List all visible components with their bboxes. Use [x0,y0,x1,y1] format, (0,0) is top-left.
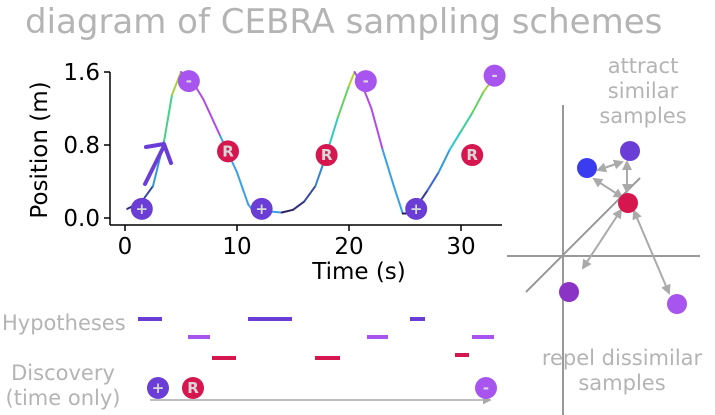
attract-label: attract similar samples [588,54,698,129]
positive-marker-circle [250,197,273,220]
y-axis-label: Position (m) [27,81,53,218]
repel-label: repel dissimilar samples [532,346,712,396]
trace-segment [303,185,317,203]
reference-marker-circle [217,140,240,163]
x-axis-label: Time (s) [311,259,406,285]
reference-marker-label: R [466,146,478,164]
trace-segment [292,200,306,211]
reference-sample-marker: R [315,144,338,167]
discovery-label-line-1: Discovery [11,361,115,385]
trace-segment [202,98,222,137]
embedding-point-reference [618,193,638,213]
reference-marker-label: R [187,379,199,397]
embedding-arrows [581,159,671,295]
negative-marker-label: - [363,72,369,90]
trace-segment [448,130,462,151]
positive-marker-circle [130,197,153,220]
y-tick-label: 0.0 [63,206,100,232]
trace-segment [460,112,474,133]
discovery-label-line-2: (time only) [5,386,121,410]
reference-marker-circle [182,377,204,399]
positive-sample-marker: + [130,197,153,220]
positive-sample-marker: + [405,197,428,220]
discovery-markers: + R - [147,377,497,399]
positive-marker-circle [405,197,428,220]
reference-sample-marker: R [461,144,484,167]
reference-marker-circle [461,144,484,167]
x-tick-label: 20 [334,234,363,260]
positive-marker-label: + [410,200,423,218]
embedding-point-positive [620,141,640,161]
positive-sample-marker: + [147,377,169,399]
negative-marker-circle [483,64,506,87]
positive-marker-label: + [136,200,149,218]
trace-segment [348,71,356,87]
reference-marker-label: R [321,146,333,164]
negative-marker-circle [475,377,497,399]
negative-marker-circle [354,70,377,93]
embedding-point-blue [577,158,597,178]
trace-segment [280,208,294,214]
attract-arrow [596,159,624,173]
hypotheses-bars [138,317,494,360]
attract-label-line-2: similar [607,79,679,103]
trace-segment [269,210,283,214]
x-tick-label: 10 [222,234,251,260]
attract-label-line-3: samples [599,104,687,128]
y-tick-label: 1.6 [63,60,100,86]
discovery-label: Discovery (time only) [3,361,123,411]
positive-sample-marker: + [250,197,273,220]
negative-marker-label: - [483,379,489,397]
positive-marker-label: + [152,379,165,397]
position-trace [126,71,496,215]
negative-sample-marker: - [475,377,497,399]
negative-marker-circle [177,70,200,93]
reference-marker-circle [315,144,338,167]
movement-arrow-icon [143,142,173,186]
trace-segment [163,93,174,142]
positive-marker-circle [147,377,169,399]
reference-marker-label: R [222,142,234,160]
attract-label-line-1: attract [607,54,679,78]
x-tick-label: 0 [118,234,133,260]
reference-sample-marker: R [217,140,240,163]
trace-segment [236,171,250,206]
embedding-points [559,141,687,314]
negative-sample-marker: - [483,64,506,87]
positive-marker-label: + [255,200,268,218]
trace-segment [381,148,395,188]
trace-segment [437,148,451,174]
repel-arrow [581,208,623,270]
negative-marker-label: - [186,72,192,90]
y-tick-label: 0.8 [63,133,100,159]
plot-axes: 1.6 0.8 0.0 0 10 20 30 Time (s) Position… [27,60,502,285]
repel-arrow [632,209,671,295]
trace-segment [336,84,350,119]
negative-marker-label: - [491,67,497,85]
trace-segment [370,107,384,151]
trace-segment [392,185,404,215]
negative-sample-marker: - [177,70,200,93]
embedding-point-negative [667,294,687,314]
trace-segment [426,171,440,192]
trace-segment [471,91,485,115]
x-tick-label: 30 [446,234,475,260]
negative-sample-marker: - [354,70,377,93]
reference-sample-marker: R [182,377,204,399]
plot-markers: + - R + R - + R - [130,64,506,220]
embedding-point-negative-dark [559,282,579,302]
page-title: diagram of CEBRA sampling schemes [25,2,663,42]
repel-label-line-2: samples [578,371,666,395]
attract-arrow [592,177,624,199]
repel-label-line-1: repel dissimilar [541,346,703,370]
hypotheses-label: Hypotheses [2,311,126,335]
